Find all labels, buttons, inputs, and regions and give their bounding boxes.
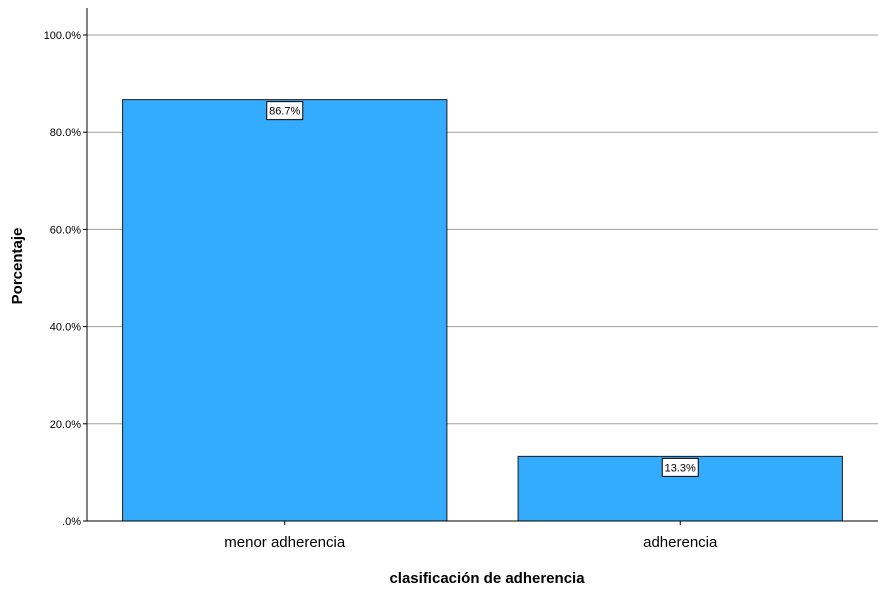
y-tick-label: 40.0% (50, 322, 81, 334)
x-axis-title: clasificación de adherencia (389, 570, 585, 587)
y-tick-label: 20.0% (50, 419, 81, 431)
data-label: 13.3% (661, 457, 699, 477)
data-label-text: 86.7% (269, 106, 300, 118)
bars (122, 99, 843, 522)
data-labels: 86.7% 13.3% (266, 101, 699, 477)
data-label: 86.7% (266, 101, 304, 121)
axes (86, 8, 878, 522)
x-tick-label: adherencia (643, 534, 718, 551)
y-axis-title: Porcentaje (9, 228, 26, 305)
y-tick-label: 80.0% (50, 127, 81, 139)
x-tick-label: menor adherencia (224, 534, 346, 551)
y-tick-label: .0% (62, 516, 81, 528)
y-tick-label: 100.0% (44, 30, 82, 42)
x-tick-labels: menor adherencia adherencia (224, 521, 718, 551)
y-tick-label: 60.0% (50, 224, 81, 236)
bar (122, 99, 448, 522)
data-label-box (266, 101, 304, 121)
data-label-box (661, 457, 699, 477)
data-label-text: 13.3% (665, 462, 696, 474)
y-tick-labels: .0% 20.0% 40.0% 60.0% 80.0% 100.0% (44, 30, 87, 528)
